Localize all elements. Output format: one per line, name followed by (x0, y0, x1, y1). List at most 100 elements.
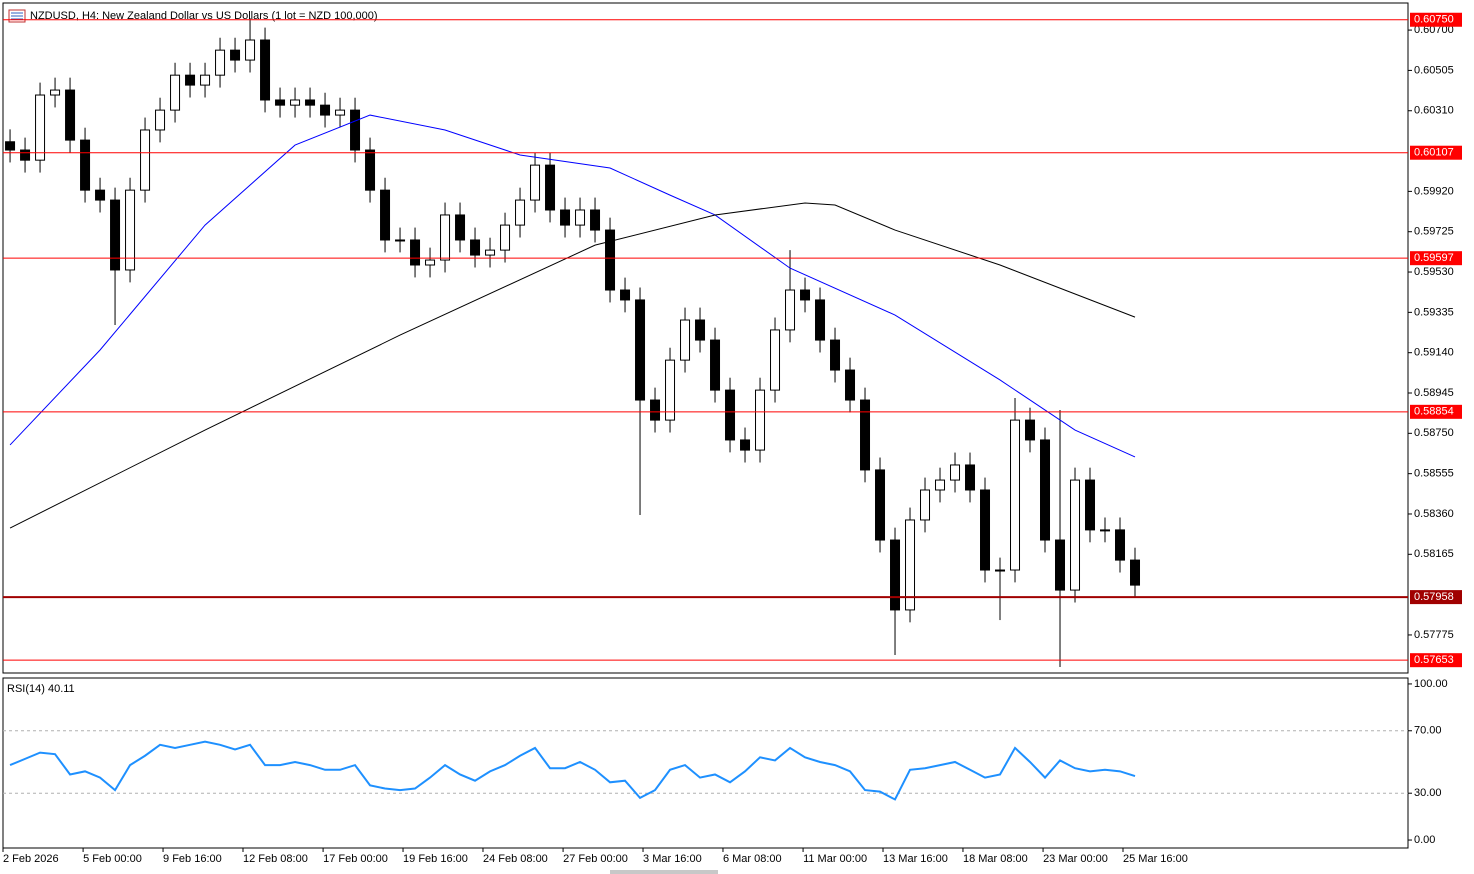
x-tick-label: 11 Mar 00:00 (803, 853, 867, 865)
candle-body (1025, 419, 1036, 441)
x-tick-label: 3 Mar 16:00 (643, 853, 702, 865)
chart-title: NZDUSD, H4: New Zealand Dollar vs US Dol… (30, 10, 378, 22)
candle-body (230, 49, 241, 61)
candle-body (365, 149, 376, 191)
candle-body (635, 299, 646, 401)
y-tick-label: 0.59920 (1414, 185, 1454, 197)
candle-body (1130, 559, 1141, 586)
x-tick-label: 24 Feb 08:00 (483, 853, 548, 865)
rsi-label: RSI(14) 40.11 (7, 683, 75, 695)
candle-body (755, 389, 766, 451)
y-tick-label: 0.60310 (1414, 105, 1454, 117)
candle-body (515, 199, 526, 226)
candle-body (560, 209, 571, 226)
candle-body (695, 319, 706, 341)
scrollbar[interactable] (610, 870, 718, 874)
candle-body (1070, 479, 1081, 591)
candle-body (290, 99, 301, 106)
rsi-line (9, 740, 1136, 801)
y-tick-label: 0.58750 (1414, 427, 1454, 439)
moving-average (9, 202, 1136, 529)
x-tick-label: 2 Feb 2026 (3, 853, 59, 865)
candle-body (1100, 529, 1111, 532)
candle-body (470, 239, 481, 256)
candle-body (1010, 419, 1021, 571)
y-tick-label: 0.60700 (1414, 24, 1454, 36)
level-tag (1410, 12, 1462, 27)
rsi-pane (2, 677, 1409, 849)
candle-body (65, 89, 76, 141)
moving-average (9, 114, 1136, 458)
level-tag (1410, 590, 1462, 605)
y-tick-label: 0.59725 (1414, 226, 1454, 238)
candle-body (50, 89, 61, 96)
candle-body (1040, 439, 1051, 541)
candle-body (110, 199, 121, 271)
candle-body (80, 139, 91, 191)
level-tag (1410, 404, 1462, 419)
y-tick-label: 0.59530 (1414, 266, 1454, 278)
candle-body (350, 109, 361, 151)
candle-body (380, 189, 391, 241)
candle-body (605, 229, 616, 291)
y-tick-label: 0.58360 (1414, 508, 1454, 520)
rsi-tick-label: 30.00 (1414, 787, 1442, 799)
candle-body (740, 439, 751, 451)
candle-body (335, 109, 346, 116)
candle-body (650, 399, 661, 421)
y-tick-label: 0.59140 (1414, 347, 1454, 359)
candle-body (995, 569, 1006, 572)
x-tick-label: 19 Feb 16:00 (403, 853, 468, 865)
candle-body (785, 289, 796, 331)
candle-body (935, 479, 946, 491)
candle-body (980, 489, 991, 571)
y-tick-label: 0.58165 (1414, 548, 1454, 560)
level-tag (1410, 145, 1462, 160)
candle-body (185, 74, 196, 86)
candle-body (35, 94, 46, 161)
candle-body (770, 329, 781, 391)
y-tick-label: 0.59335 (1414, 306, 1454, 318)
x-tick-label: 13 Mar 16:00 (883, 853, 948, 865)
candle-body (800, 289, 811, 301)
candle-body (710, 339, 721, 391)
candle-body (590, 209, 601, 231)
x-tick-label: 23 Mar 00:00 (1043, 853, 1108, 865)
candle-body (5, 141, 16, 151)
candle-body (845, 369, 856, 401)
candle-body (920, 489, 931, 521)
candle-body (950, 464, 961, 481)
candle-body (875, 469, 886, 541)
candle-body (140, 129, 151, 191)
y-tick-label: 0.58555 (1414, 468, 1454, 480)
rsi-tick-label: 70.00 (1414, 725, 1442, 737)
candle-body (170, 74, 181, 111)
level-label: 0.60107 (1414, 147, 1454, 159)
candle-body (125, 189, 136, 271)
x-tick-label: 9 Feb 16:00 (163, 853, 222, 865)
x-tick-label: 27 Feb 00:00 (563, 853, 628, 865)
candle-body (530, 164, 541, 201)
candle-body (680, 319, 691, 361)
candle-body (1085, 479, 1096, 531)
level-label: 0.60750 (1414, 14, 1454, 26)
main-pane (2, 2, 1409, 674)
candle-body (275, 99, 286, 106)
level-tag (1410, 653, 1462, 668)
candle-body (200, 74, 211, 86)
symbol-icon (8, 9, 26, 23)
candle-body (665, 359, 676, 421)
candle-body (1115, 529, 1126, 561)
candle-body (155, 109, 166, 131)
level-tag (1410, 251, 1462, 266)
candle-body (455, 214, 466, 241)
candle-body (860, 399, 871, 471)
x-tick-label: 17 Feb 00:00 (323, 853, 388, 865)
candle-body (620, 289, 631, 301)
rsi-tick-label: 0.00 (1414, 834, 1435, 846)
candle-body (95, 189, 106, 201)
candle-body (440, 214, 451, 261)
level-label: 0.57653 (1414, 654, 1454, 666)
x-tick-label: 18 Mar 08:00 (963, 853, 1028, 865)
